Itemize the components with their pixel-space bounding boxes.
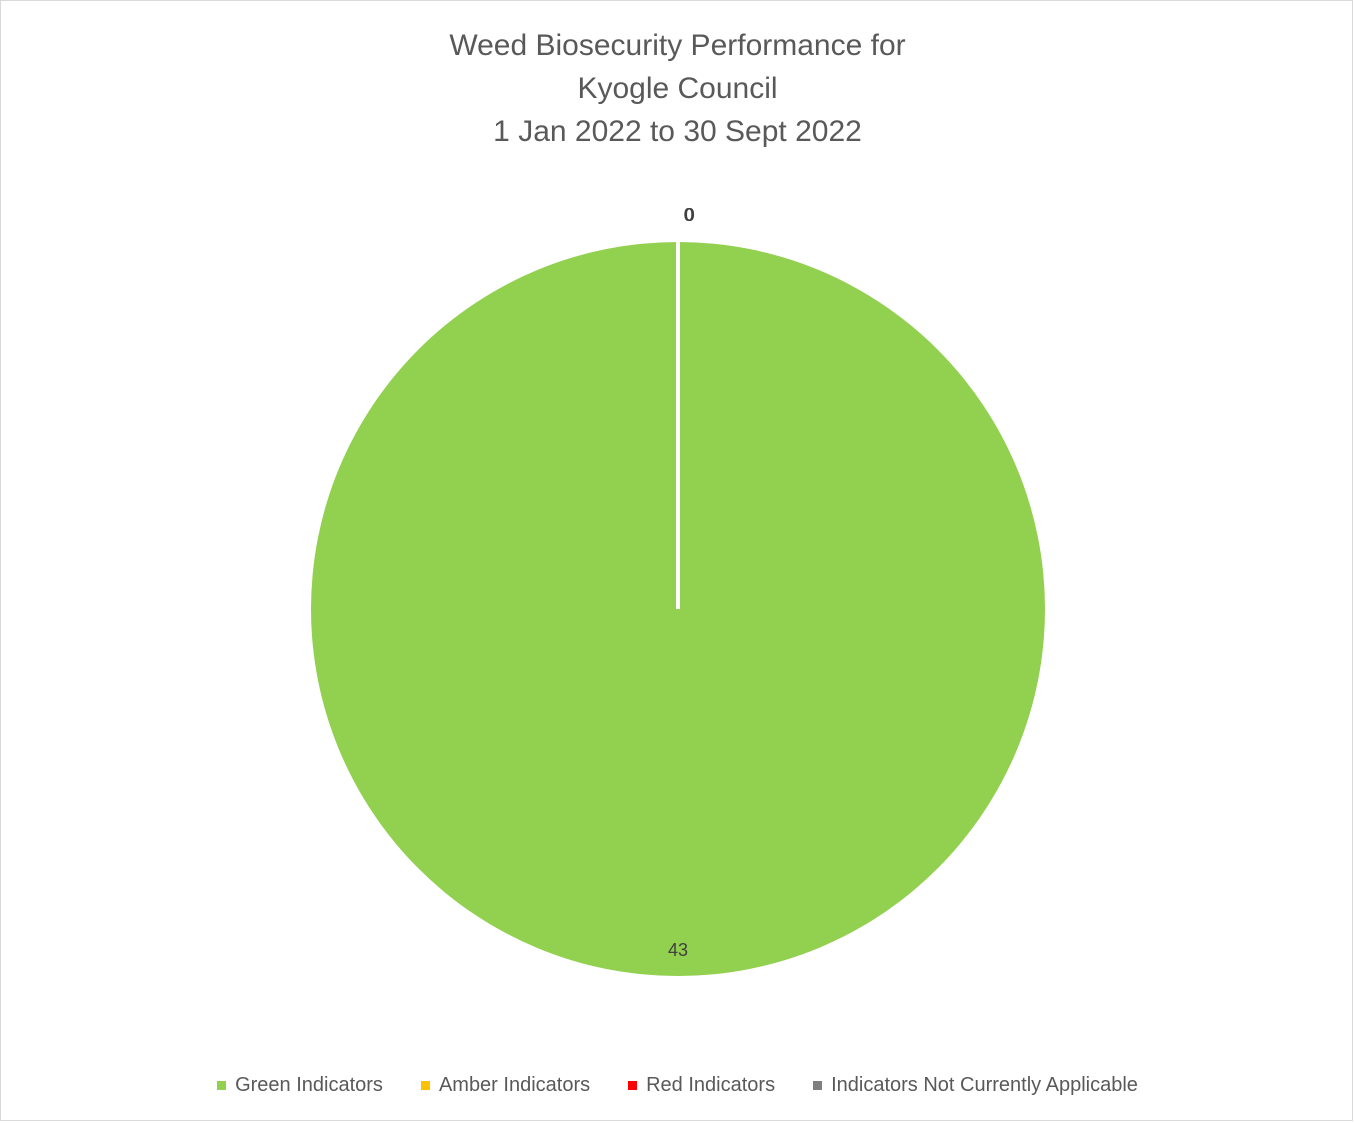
legend-item-not-applicable: Indicators Not Currently Applicable	[813, 1072, 1138, 1098]
legend-item-amber: Amber Indicators	[420, 1072, 591, 1098]
data-label-not-applicable: 0	[685, 205, 695, 225]
legend-label-not-applicable: Indicators Not Currently Applicable	[831, 1074, 1138, 1096]
chart-title-line-1: Weed Biosecurity Performance for	[449, 29, 906, 62]
chart-title-line-2: Kyogle Council	[577, 72, 778, 105]
legend-swatch-not-applicable	[813, 1080, 823, 1090]
legend-label-red: Red Indicators	[646, 1074, 776, 1096]
legend-swatch-red	[628, 1080, 638, 1090]
legend-item-red: Red Indicators	[628, 1072, 775, 1098]
legend-label-green: Green Indicators	[235, 1074, 383, 1096]
data-label-red: 0	[684, 205, 694, 225]
legend-item-green: Green Indicators	[217, 1072, 383, 1098]
legend-swatch-amber	[420, 1080, 430, 1090]
data-label-amber: 0	[684, 205, 694, 225]
legend-label-amber: Amber Indicators	[438, 1074, 591, 1096]
chart-title-line-3: 1 Jan 2022 to 30 Sept 2022	[493, 115, 862, 148]
data-label-green: 43	[668, 940, 688, 960]
legend: Green Indicators Amber Indicators Red In…	[0, 1072, 1355, 1098]
chart-title: Weed Biosecurity Performance for Kyogle …	[0, 24, 1355, 153]
legend-swatch-green	[217, 1080, 227, 1090]
